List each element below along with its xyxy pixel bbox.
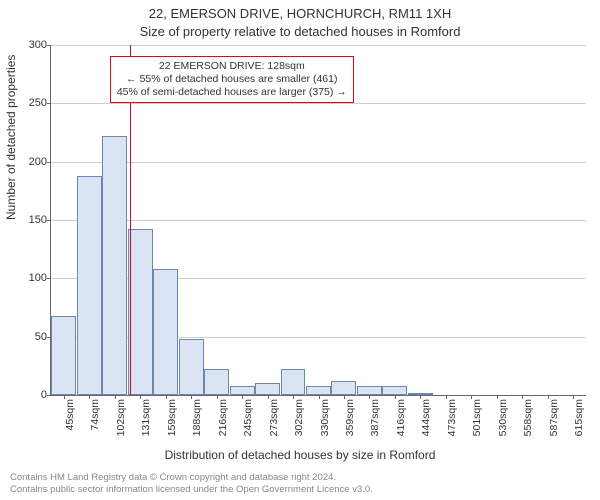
- ytick-label: 200: [29, 156, 47, 168]
- histogram-bar: [306, 386, 331, 395]
- footer-line-1: Contains HM Land Registry data © Crown c…: [10, 472, 373, 484]
- ytick-mark: [47, 278, 51, 279]
- histogram-bar: [382, 386, 407, 395]
- chart-title-sub: Size of property relative to detached ho…: [0, 24, 600, 39]
- annotation-line: 45% of semi-detached houses are larger (…: [117, 86, 347, 99]
- annotation-line: 22 EMERSON DRIVE: 128sqm: [117, 60, 347, 73]
- histogram-bar: [179, 339, 204, 395]
- gridline: [51, 45, 586, 46]
- histogram-bar: [153, 269, 178, 395]
- histogram-bar: [281, 369, 306, 395]
- histogram-bar: [357, 386, 382, 395]
- histogram-bar: [51, 316, 76, 395]
- ytick-label: 50: [35, 331, 47, 343]
- ytick-mark: [47, 45, 51, 46]
- footer-line-2: Contains public sector information licen…: [10, 484, 373, 496]
- ytick-mark: [47, 103, 51, 104]
- y-axis-title: Number of detached properties: [4, 55, 18, 220]
- ytick-label: 100: [29, 272, 47, 284]
- histogram-bar: [102, 136, 127, 395]
- annotation-line: ← 55% of detached houses are smaller (46…: [117, 73, 347, 86]
- ytick-mark: [47, 395, 51, 396]
- histogram-bar: [331, 381, 356, 395]
- ytick-label: 300: [29, 39, 47, 51]
- gridline: [51, 220, 586, 221]
- footer-attribution: Contains HM Land Registry data © Crown c…: [10, 472, 373, 496]
- histogram-bar: [77, 176, 102, 395]
- histogram-bar: [255, 383, 280, 395]
- chart-container: 22, EMERSON DRIVE, HORNCHURCH, RM11 1XH …: [0, 0, 600, 500]
- ytick-label: 250: [29, 97, 47, 109]
- ytick-mark: [47, 162, 51, 163]
- ytick-mark: [47, 220, 51, 221]
- gridline: [51, 162, 586, 163]
- x-axis-title: Distribution of detached houses by size …: [0, 448, 600, 462]
- plot-area: 05010015020025030045sqm74sqm102sqm131sqm…: [50, 45, 586, 396]
- ytick-label: 0: [41, 389, 47, 401]
- annotation-box: 22 EMERSON DRIVE: 128sqm← 55% of detache…: [110, 56, 354, 103]
- histogram-bar: [204, 369, 229, 395]
- histogram-bar: [230, 386, 255, 395]
- histogram-bar: [128, 229, 153, 395]
- ytick-label: 150: [29, 214, 47, 226]
- chart-title-main: 22, EMERSON DRIVE, HORNCHURCH, RM11 1XH: [0, 6, 600, 21]
- gridline: [51, 103, 586, 104]
